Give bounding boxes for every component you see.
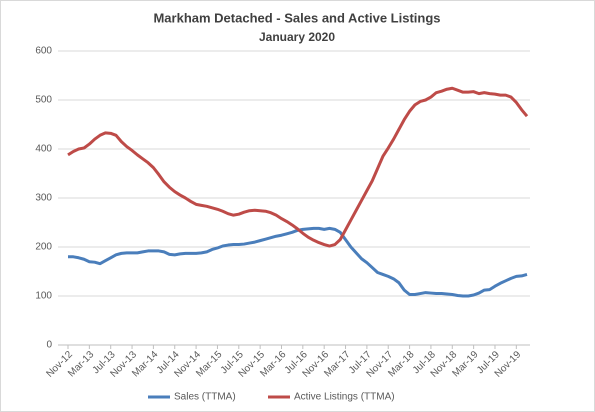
y-tick-label: 0	[46, 340, 52, 351]
y-tick-label: 400	[35, 144, 52, 155]
series-line	[67, 86, 529, 248]
legend-label: Active Listings (TTMA)	[294, 392, 395, 403]
y-tick-label: 600	[35, 46, 52, 57]
y-tick-label: 300	[35, 193, 52, 204]
chart-title: Markham Detached - Sales and Active List…	[153, 10, 440, 25]
y-tick-label: 500	[35, 95, 52, 106]
legend-label: Sales (TTMA)	[174, 392, 236, 403]
y-tick-label: 100	[35, 291, 52, 302]
y-tick-label: 200	[35, 242, 52, 253]
chart-subtitle: January 2020	[259, 30, 335, 44]
